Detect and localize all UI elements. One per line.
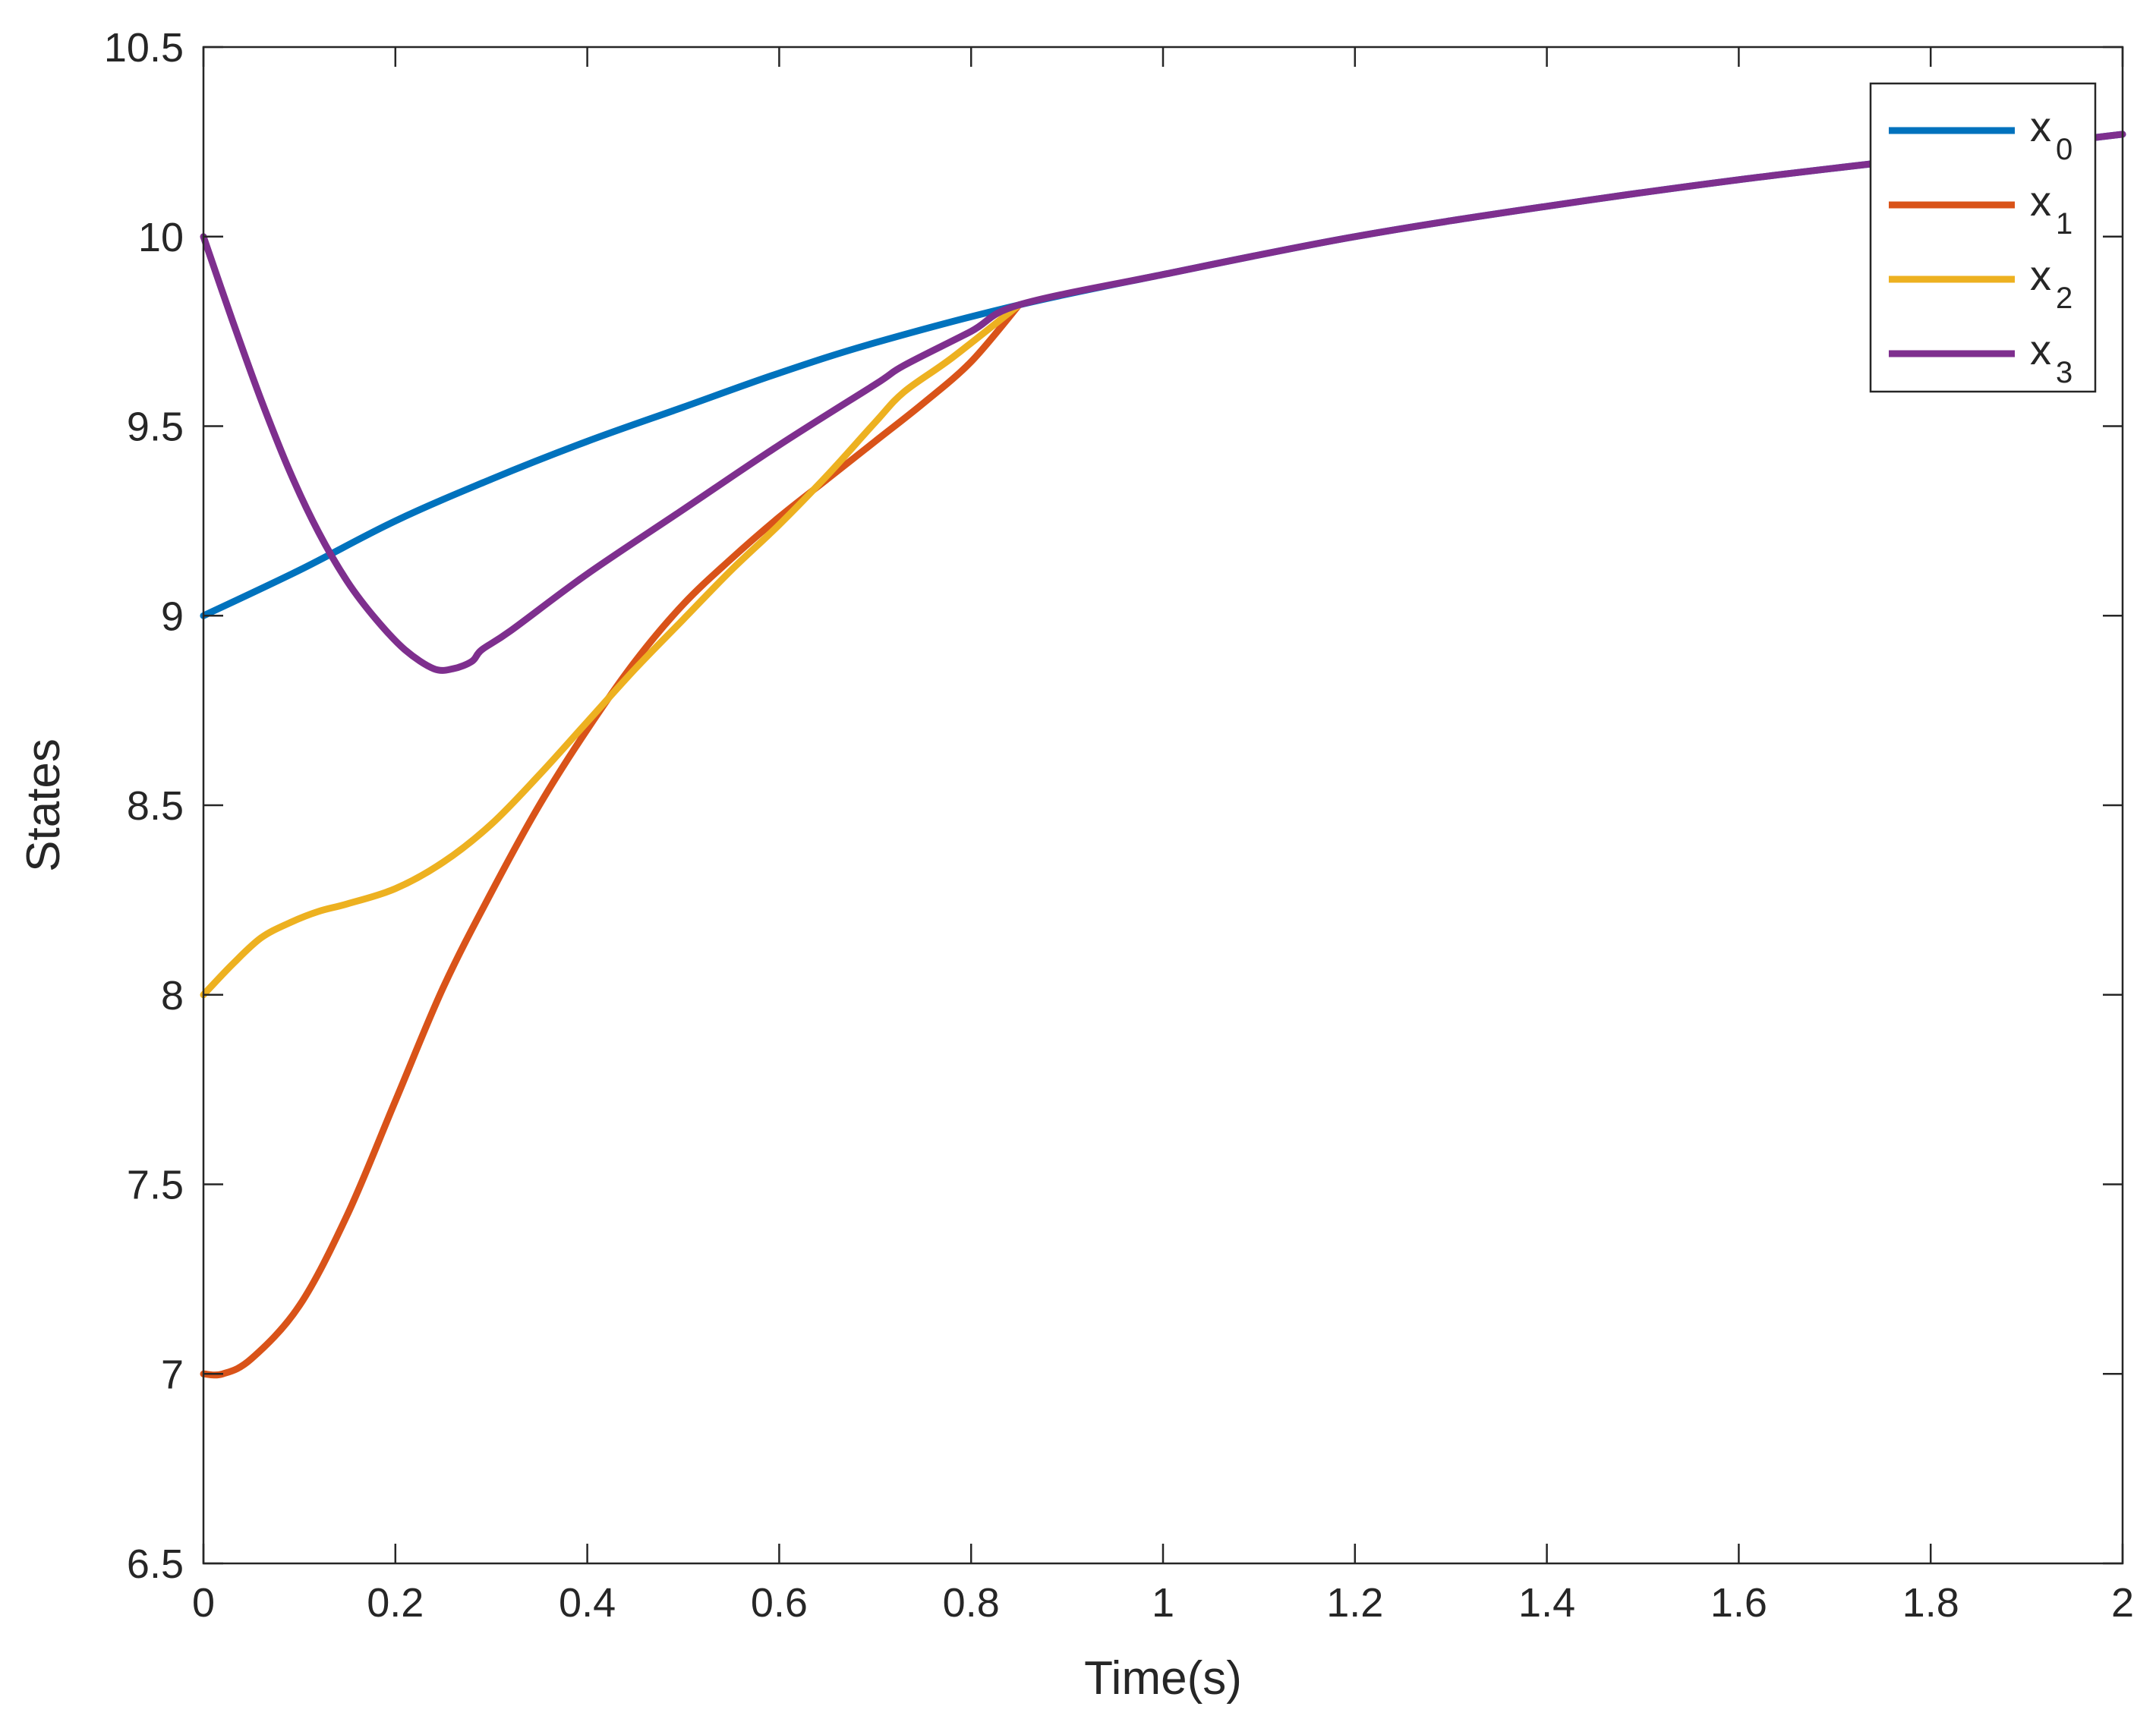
- x-tick-label: 1.4: [1518, 1580, 1575, 1626]
- y-tick-label: 6.5: [127, 1541, 184, 1587]
- legend-box: [1869, 82, 2097, 393]
- y-tick-label: 7: [161, 1352, 184, 1397]
- x-tick-label: 2: [2111, 1580, 2134, 1626]
- x-tick-label: 0.6: [751, 1580, 808, 1626]
- y-tick-label: 10: [138, 215, 184, 260]
- tick-layer: 0 0.2 0.4 0.6 0.8 1 1.2 1.4 1.6 1.8 2 6.5 7 7.5 8 8.5 9 9…: [104, 25, 2134, 1626]
- legend-entry-main: x: [2030, 251, 2051, 299]
- legend-entry-main: x: [2030, 177, 2051, 225]
- y-tick-label: 9.5: [127, 405, 184, 450]
- x-tick-label: 0.2: [367, 1580, 424, 1626]
- legend-entry-main: x: [2030, 102, 2051, 150]
- series-layer: [200, 131, 2126, 1379]
- x-tick-label: 0.4: [559, 1580, 616, 1626]
- legend-entry-main: x: [2030, 326, 2051, 373]
- y-axis-label: States: [17, 738, 70, 872]
- y-tick-label: 9: [161, 593, 184, 639]
- series-line-x1: [200, 301, 1023, 1379]
- y-tick-label: 8.5: [127, 783, 184, 829]
- y-tick-label: 7.5: [127, 1163, 184, 1208]
- y-tick-label: 10.5: [104, 25, 184, 71]
- x-tick-label: 1.2: [1326, 1580, 1383, 1626]
- legend-entry-subscript: 1: [2056, 207, 2072, 241]
- x-tick-label: 0.8: [943, 1580, 1000, 1626]
- x-tick-label: 1: [1152, 1580, 1174, 1626]
- series-line-x2: [200, 301, 1023, 999]
- legend-entry-subscript: 0: [2056, 133, 2072, 166]
- x-tick-label: 0: [192, 1580, 215, 1626]
- legend-entry-subscript: 2: [2056, 282, 2072, 315]
- x-tick-label: 1.8: [1902, 1580, 1959, 1626]
- y-tick-label: 8: [161, 973, 184, 1018]
- legend: x 0x 1x 2x 3: [1869, 82, 2097, 393]
- x-axis-label: Time(s): [1084, 1652, 1242, 1705]
- series-line-x3: [200, 131, 2126, 674]
- x-tick-label: 1.6: [1710, 1580, 1767, 1626]
- plot-area: [203, 47, 2123, 1563]
- legend-entry-subscript: 3: [2056, 356, 2072, 389]
